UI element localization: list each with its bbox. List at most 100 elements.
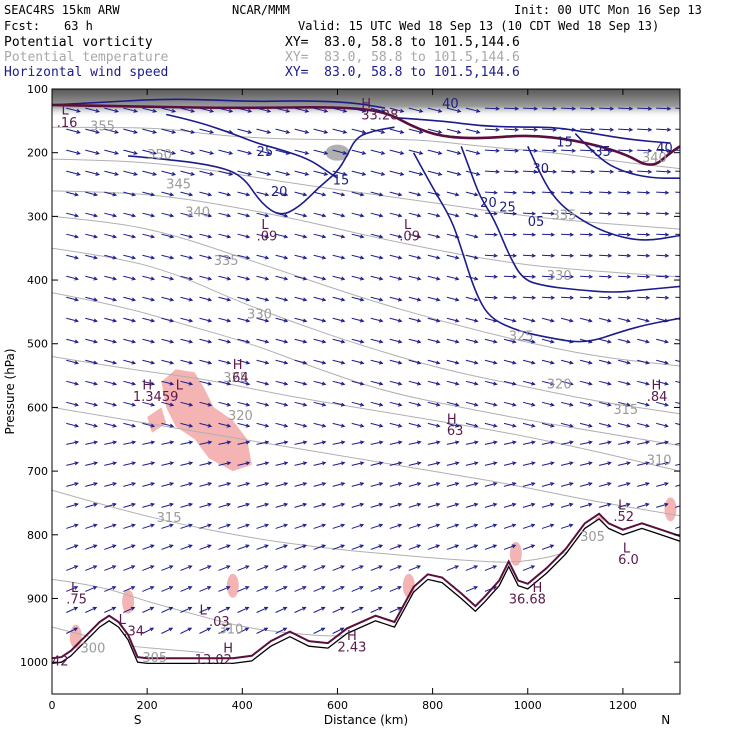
- wind-vector: [599, 149, 614, 152]
- wind-vector-head: [340, 234, 346, 239]
- wind-vector: [275, 544, 288, 550]
- wind-vector-head: [245, 440, 251, 445]
- wind-vector: [180, 462, 193, 466]
- theta-line: [52, 215, 680, 367]
- wind-vector-head: [302, 381, 308, 386]
- wind-vector: [218, 212, 231, 217]
- wind-vector-head: [552, 127, 558, 132]
- x-tick-label: 1000: [514, 699, 542, 712]
- wind-vector-head: [531, 253, 537, 258]
- wind-vector: [427, 401, 440, 406]
- wind-vector: [370, 441, 383, 445]
- wind-vector-head: [207, 276, 213, 281]
- wind-vector: [275, 380, 288, 385]
- wind-vector: [561, 296, 574, 299]
- wind-vector-head: [359, 234, 365, 239]
- wind-vector: [618, 254, 631, 257]
- wind-vector-head: [92, 586, 98, 590]
- wind-vector: [637, 128, 652, 131]
- wind-vector-head: [474, 461, 479, 466]
- x-tick-label: 800: [422, 699, 443, 712]
- wind-vector: [294, 544, 307, 550]
- wind-vector: [579, 462, 592, 466]
- wind-vector-head: [188, 544, 193, 549]
- wind-vector: [542, 233, 555, 236]
- wind-vector: [180, 524, 193, 529]
- wind-vector-head: [226, 523, 231, 528]
- wind-vector-head: [285, 171, 291, 176]
- wind-vector: [256, 482, 269, 487]
- wind-vector: [599, 275, 612, 278]
- wind-vector-head: [399, 150, 405, 155]
- wind-vector-head: [76, 171, 81, 176]
- wind-vector-head: [93, 381, 98, 386]
- wind-vector: [408, 503, 421, 508]
- wind-vector: [351, 233, 364, 238]
- wind-vector: [522, 128, 538, 131]
- wind-vector: [275, 627, 287, 634]
- wind-vector: [351, 586, 363, 592]
- wind-vector-head: [684, 340, 687, 343]
- wind-vector: [675, 380, 680, 384]
- wind-vector-head: [245, 297, 251, 302]
- wind-vector: [599, 170, 614, 173]
- wind-vector-head: [512, 253, 518, 258]
- wind-vector: [104, 607, 116, 613]
- wind-vector: [142, 482, 155, 487]
- wind-vector-head: [207, 318, 213, 323]
- wind-vector: [560, 482, 573, 487]
- wind-vector-head: [416, 297, 422, 302]
- wind-vector: [389, 422, 402, 427]
- wind-vector-head: [93, 523, 98, 528]
- wind-vector: [294, 359, 307, 364]
- wind-vector: [237, 565, 249, 571]
- theta-label: 300: [81, 642, 106, 657]
- extremum-label: L: [119, 613, 127, 628]
- wind-vector: [123, 462, 136, 466]
- wind-vector-head: [492, 523, 498, 528]
- wind-vector: [675, 422, 680, 426]
- wind-vector-head: [493, 274, 498, 279]
- wind-vector: [656, 359, 668, 364]
- wind-vector-head: [454, 192, 460, 197]
- wind-vector: [161, 544, 173, 550]
- wind-vector: [465, 441, 478, 445]
- wind-vector-head: [321, 606, 326, 611]
- wind-vector: [351, 107, 366, 113]
- wind-vector-head: [226, 360, 232, 365]
- wind-vector: [579, 482, 592, 487]
- wind-vector: [351, 359, 364, 364]
- wind-vector-head: [645, 211, 651, 216]
- wind-vector-head: [378, 523, 384, 528]
- wind-vector-head: [302, 297, 308, 302]
- wind-vector: [675, 233, 680, 235]
- wind-vector: [522, 149, 538, 152]
- wind-vector: [256, 338, 269, 343]
- field-name-speed: Horizontal wind speed: [4, 65, 169, 80]
- wind-vector-head: [247, 171, 253, 176]
- wind-vector: [275, 607, 287, 613]
- wind-vector-head: [683, 483, 686, 486]
- wind-vector-head: [684, 403, 687, 406]
- wind-vector-head: [74, 276, 79, 281]
- y-tick-label: 400: [27, 274, 48, 287]
- wind-vector: [142, 338, 155, 343]
- wind-vector-head: [645, 190, 651, 195]
- wind-vector: [351, 544, 364, 550]
- wind-vector-head: [607, 232, 613, 237]
- wind-vector: [313, 212, 326, 217]
- wind-vector: [123, 107, 138, 113]
- wind-vector-head: [473, 565, 479, 570]
- wind-vector-head: [150, 192, 156, 197]
- wind-vector: [142, 191, 155, 196]
- wind-vector-head: [378, 544, 384, 549]
- wind-vector-head: [569, 502, 574, 507]
- extremum-label: 6.0: [618, 553, 639, 568]
- wind-vector-head: [664, 402, 669, 407]
- wind-vector: [199, 149, 214, 155]
- wind-vector-head: [93, 440, 99, 445]
- wind-vector: [313, 422, 326, 427]
- wind-vector-head: [569, 211, 575, 216]
- wind-vector-head: [607, 295, 613, 300]
- wind-vector-head: [112, 297, 118, 302]
